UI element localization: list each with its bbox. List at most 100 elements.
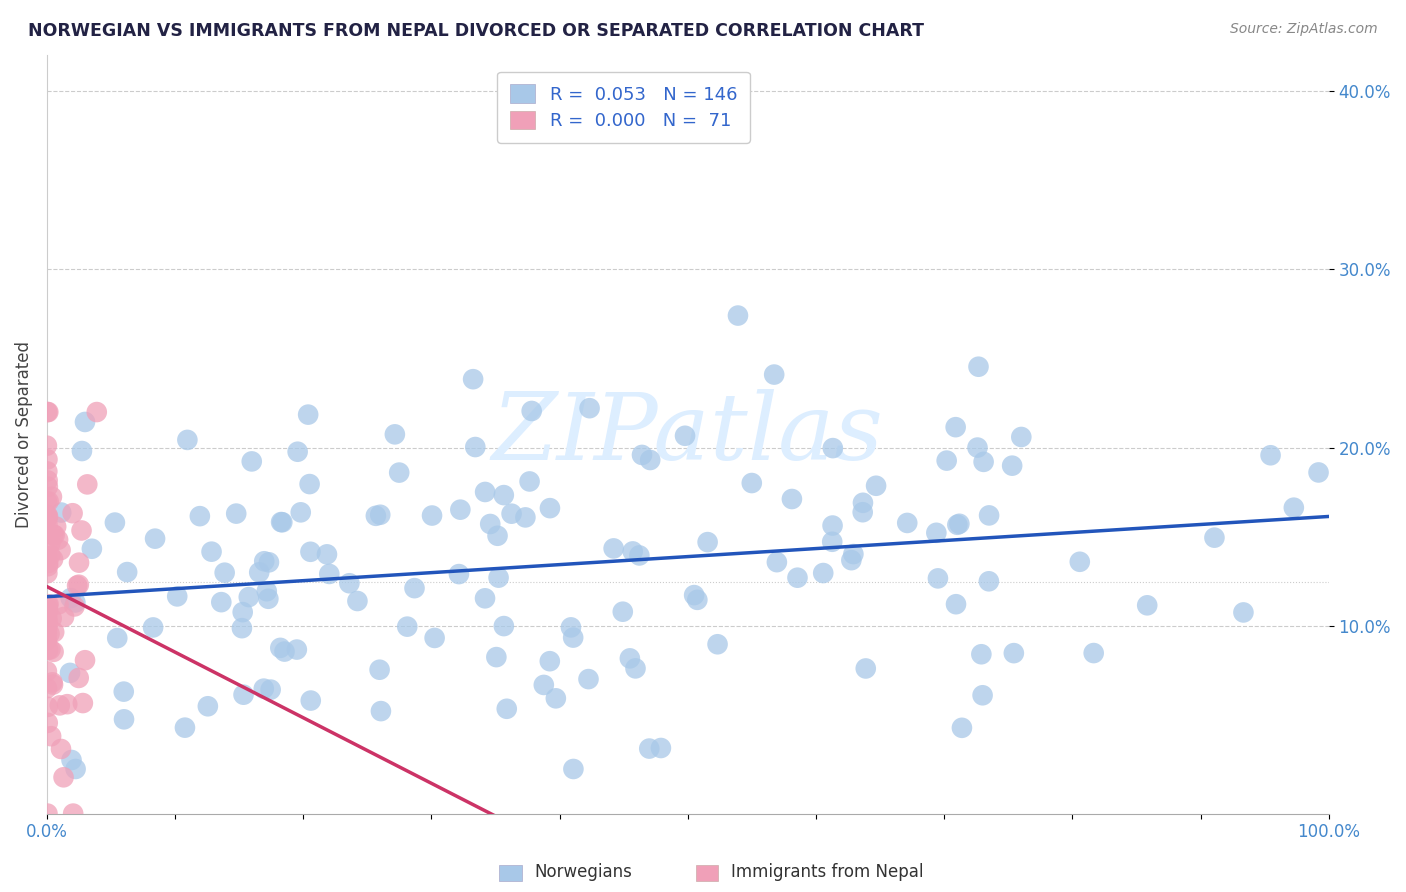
Point [628, 549, 651, 563]
Point [232, 605, 254, 619]
Point [298, 477, 321, 491]
Point [37, 405, 59, 419]
Point [1282, 500, 1305, 515]
Point [727, 309, 749, 323]
Point [946, 517, 969, 532]
Point [741, 476, 763, 491]
Text: Immigrants from Nepal: Immigrants from Nepal [731, 863, 924, 881]
Point [578, 401, 600, 416]
Point [683, 588, 706, 602]
Point [1002, 646, 1025, 660]
Point [39, 642, 62, 657]
Point [73, 415, 96, 429]
Point [948, 516, 970, 531]
Point [37, 615, 59, 629]
Point [37, 464, 59, 478]
Point [1308, 466, 1330, 480]
Point [966, 441, 988, 455]
Point [53, 610, 76, 624]
Y-axis label: Divorced or Separated: Divorced or Separated [15, 341, 32, 528]
Point [492, 619, 515, 633]
Point [104, 516, 127, 530]
Point [257, 591, 280, 606]
Point [612, 605, 634, 619]
Point [821, 518, 844, 533]
Point [1136, 599, 1159, 613]
Point [339, 576, 361, 591]
Point [39, 549, 62, 563]
Point [1204, 531, 1226, 545]
Point [48, 598, 70, 612]
Point [538, 654, 561, 668]
Point [188, 509, 211, 524]
Point [841, 553, 863, 567]
Point [80, 541, 103, 556]
Point [973, 455, 995, 469]
Point [970, 647, 993, 661]
Point [368, 663, 391, 677]
Point [142, 620, 165, 634]
Point [1010, 430, 1032, 444]
Point [449, 502, 471, 516]
Point [945, 597, 967, 611]
Point [65, 762, 87, 776]
Point [37, 559, 59, 574]
Point [447, 567, 470, 582]
Point [927, 571, 949, 585]
Point [813, 566, 835, 580]
Point [621, 544, 644, 558]
Point [520, 404, 543, 418]
Point [240, 454, 263, 468]
Point [67, 556, 90, 570]
Point [967, 359, 990, 374]
Point [299, 545, 322, 559]
Point [247, 566, 270, 580]
Point [624, 661, 647, 675]
Point [174, 721, 197, 735]
Text: NORWEGIAN VS IMMIGRANTS FROM NEPAL DIVORCED OR SEPARATED CORRELATION CHART: NORWEGIAN VS IMMIGRANTS FROM NEPAL DIVOR… [28, 22, 924, 40]
Point [86, 405, 108, 419]
Point [73, 653, 96, 667]
Point [49, 742, 72, 756]
Point [560, 620, 582, 634]
Point [38, 626, 60, 640]
Point [396, 620, 419, 634]
Point [37, 643, 59, 657]
Point [945, 420, 967, 434]
Point [197, 699, 219, 714]
Point [290, 505, 312, 519]
Point [35, 494, 58, 508]
Point [72, 696, 94, 710]
Point [486, 529, 509, 543]
Point [515, 510, 537, 524]
Point [52, 770, 75, 784]
Point [46, 533, 69, 547]
Point [1069, 555, 1091, 569]
Point [143, 532, 166, 546]
Point [287, 444, 309, 458]
Point [39, 536, 62, 550]
Text: Norwegians: Norwegians [534, 863, 633, 881]
Point [368, 508, 391, 522]
Point [65, 595, 87, 609]
Point [619, 651, 641, 665]
Point [1083, 646, 1105, 660]
Point [39, 729, 62, 743]
Point [37, 516, 59, 531]
Point [37, 715, 59, 730]
Point [37, 599, 59, 613]
Point [297, 408, 319, 422]
Point [105, 631, 128, 645]
Point [257, 555, 280, 569]
Point [631, 448, 654, 462]
Point [62, 506, 84, 520]
Point [865, 479, 887, 493]
Point [37, 508, 59, 523]
Point [706, 637, 728, 651]
Point [474, 485, 496, 500]
Point [63, 599, 86, 614]
Point [260, 682, 283, 697]
Point [112, 684, 135, 698]
Point [41, 490, 63, 504]
Point [519, 475, 541, 489]
